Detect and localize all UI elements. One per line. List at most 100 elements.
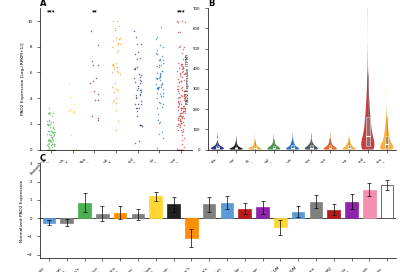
Point xyxy=(71,109,78,113)
Point xyxy=(136,72,142,76)
Point xyxy=(178,115,185,119)
Point xyxy=(50,126,56,131)
Bar xyxy=(203,204,215,218)
Point xyxy=(110,39,117,43)
Bar xyxy=(256,207,269,218)
Point xyxy=(180,57,186,62)
Point xyxy=(138,99,144,103)
Point xyxy=(49,129,55,134)
Point xyxy=(109,85,116,89)
Point xyxy=(175,128,182,132)
Bar xyxy=(381,185,393,218)
Bar xyxy=(328,210,340,218)
Point xyxy=(50,111,56,115)
Point xyxy=(178,147,185,152)
Point xyxy=(181,45,188,50)
Point xyxy=(48,114,55,118)
Point xyxy=(113,96,120,101)
Point xyxy=(133,95,140,99)
Point xyxy=(178,106,184,111)
Point xyxy=(46,112,52,116)
Point xyxy=(181,106,188,111)
Point xyxy=(46,110,52,115)
Point xyxy=(132,80,138,85)
Point xyxy=(181,96,187,100)
Point xyxy=(51,130,57,134)
Point xyxy=(136,88,143,92)
Point xyxy=(179,105,185,110)
Point xyxy=(112,81,118,86)
Point xyxy=(174,147,181,152)
Point xyxy=(157,74,164,78)
Point xyxy=(176,66,182,70)
Point xyxy=(180,114,187,118)
Bar xyxy=(274,218,286,227)
FancyBboxPatch shape xyxy=(292,145,294,149)
Point xyxy=(158,24,165,29)
Point xyxy=(48,135,54,139)
Point xyxy=(156,63,162,67)
Point xyxy=(181,77,187,82)
Point xyxy=(49,135,56,140)
Point xyxy=(116,36,123,40)
Point xyxy=(159,69,166,73)
Point xyxy=(175,104,181,108)
Point xyxy=(115,88,121,92)
Point xyxy=(114,70,121,75)
Point xyxy=(87,81,94,85)
Point xyxy=(174,87,180,92)
Point xyxy=(178,119,184,123)
Point xyxy=(176,102,182,106)
Point xyxy=(46,137,52,141)
Point xyxy=(155,120,162,125)
Point xyxy=(50,134,56,138)
Point xyxy=(67,108,74,112)
Point xyxy=(153,48,160,52)
Point xyxy=(158,81,165,85)
Point xyxy=(47,138,54,143)
Point xyxy=(47,147,54,152)
Point xyxy=(111,90,118,94)
Point xyxy=(46,122,53,126)
Point xyxy=(174,147,181,151)
Point xyxy=(51,147,58,152)
Point xyxy=(179,110,185,115)
Point xyxy=(49,142,55,146)
Y-axis label: PAD2 Expression [Log₂(RPKM+1)]: PAD2 Expression [Log₂(RPKM+1)] xyxy=(20,43,24,115)
Point xyxy=(110,100,116,104)
Point xyxy=(178,121,184,125)
Point xyxy=(156,100,162,104)
Point xyxy=(160,58,166,63)
Point xyxy=(181,89,188,94)
Point xyxy=(45,111,52,115)
Point xyxy=(159,87,166,92)
Point xyxy=(138,73,144,77)
Point xyxy=(160,90,166,95)
Point xyxy=(49,129,55,133)
Point xyxy=(46,147,53,152)
Point xyxy=(180,147,186,152)
Point xyxy=(181,20,188,24)
Point xyxy=(44,122,50,126)
Text: A: A xyxy=(40,0,46,8)
Point xyxy=(182,111,188,115)
Point xyxy=(175,116,182,120)
Point xyxy=(156,132,162,137)
Point xyxy=(154,95,161,100)
Point xyxy=(176,114,182,119)
Point xyxy=(156,85,162,89)
Point xyxy=(95,116,101,120)
Point xyxy=(133,96,140,100)
Point xyxy=(158,83,164,88)
Point xyxy=(134,108,140,113)
Point xyxy=(46,144,52,149)
Point xyxy=(176,101,182,105)
Point xyxy=(155,86,162,90)
Point xyxy=(182,54,188,58)
Point xyxy=(113,107,120,112)
Point xyxy=(131,67,138,71)
Point xyxy=(153,76,159,81)
Point xyxy=(49,136,56,140)
Point xyxy=(155,84,162,89)
Point xyxy=(44,132,50,136)
